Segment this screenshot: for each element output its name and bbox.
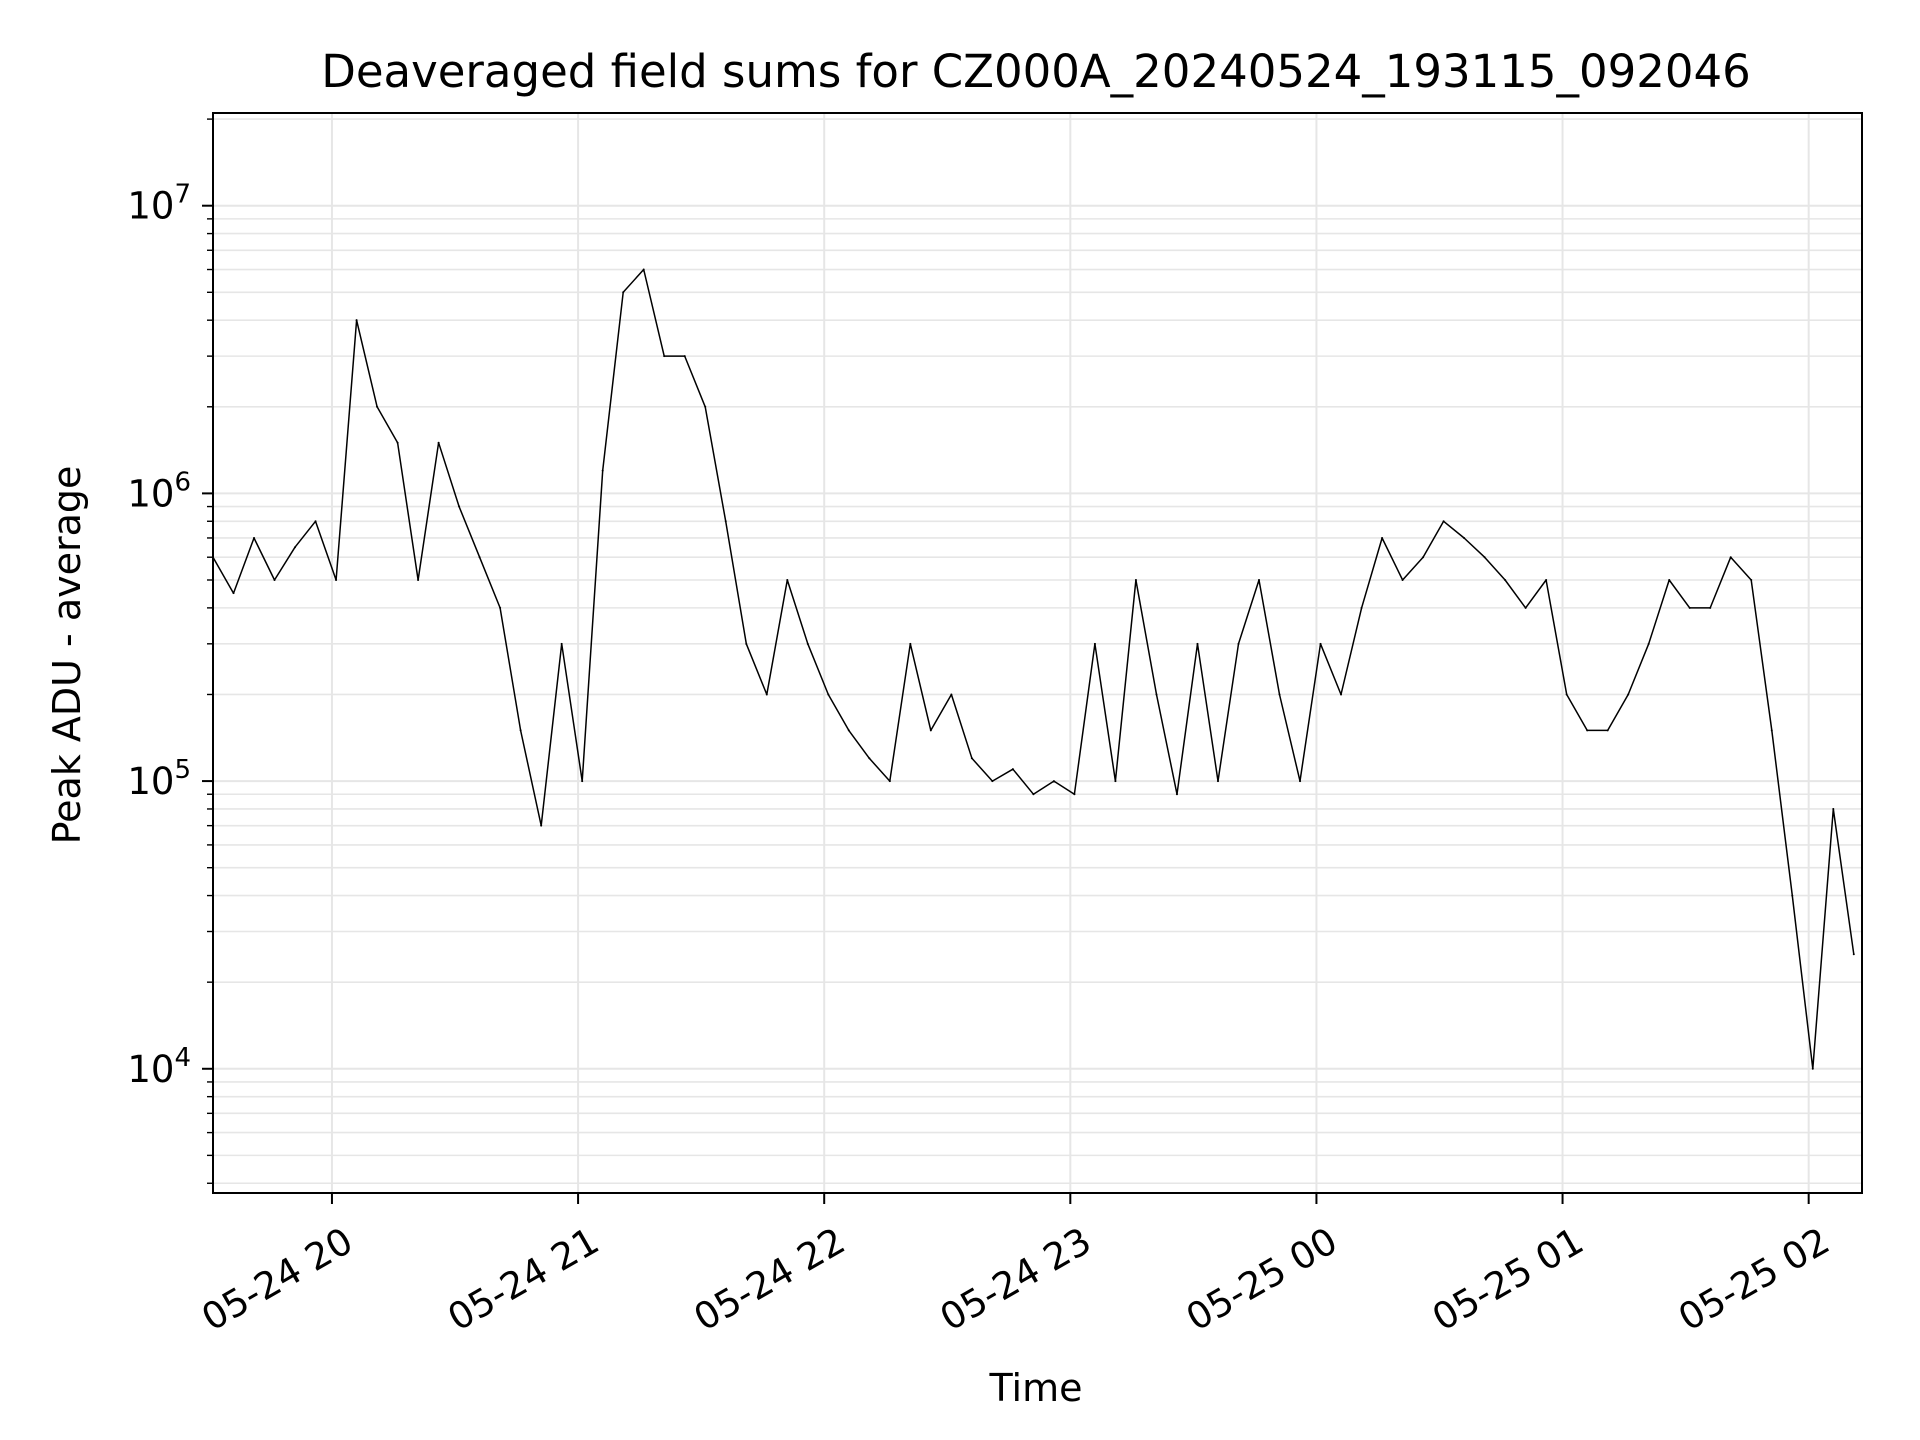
data-point bbox=[1032, 793, 1035, 796]
data-point bbox=[1586, 729, 1589, 732]
data-point bbox=[1729, 556, 1732, 559]
data-point bbox=[1750, 578, 1753, 581]
data-point bbox=[704, 405, 707, 408]
data-point bbox=[991, 780, 994, 783]
data-point bbox=[314, 520, 317, 523]
data-point bbox=[1381, 536, 1384, 539]
data-point bbox=[970, 757, 973, 760]
data-point bbox=[950, 693, 953, 696]
data-point bbox=[1114, 780, 1117, 783]
y-tick-label: 105 bbox=[127, 755, 191, 803]
data-point bbox=[1688, 606, 1691, 609]
data-point bbox=[1216, 780, 1219, 783]
data-point bbox=[253, 536, 256, 539]
data-point bbox=[1524, 606, 1527, 609]
data-point bbox=[581, 780, 584, 783]
data-point bbox=[335, 578, 338, 581]
data-point bbox=[1052, 780, 1055, 783]
data-point bbox=[376, 405, 379, 408]
data-point bbox=[806, 642, 809, 645]
y-tick-label: 104 bbox=[127, 1043, 191, 1091]
data-point bbox=[499, 606, 502, 609]
data-point bbox=[478, 556, 481, 559]
data-point bbox=[294, 546, 297, 549]
data-point bbox=[1278, 693, 1281, 696]
data-point bbox=[622, 291, 625, 294]
data-point bbox=[724, 520, 727, 523]
data-point bbox=[1811, 1067, 1814, 1070]
data-point bbox=[868, 757, 871, 760]
data-point bbox=[1504, 578, 1507, 581]
plot-frame bbox=[212, 112, 1863, 1194]
data-point bbox=[745, 642, 748, 645]
data-point bbox=[1791, 894, 1794, 897]
x-axis-label: Time bbox=[989, 1366, 1083, 1410]
data-point bbox=[560, 642, 563, 645]
data-point bbox=[540, 824, 543, 827]
data-point bbox=[396, 441, 399, 444]
data-point bbox=[1401, 578, 1404, 581]
data-point bbox=[1093, 642, 1096, 645]
data-point bbox=[1175, 793, 1178, 796]
data-point bbox=[1155, 693, 1158, 696]
data-point bbox=[1709, 606, 1712, 609]
data-point bbox=[929, 729, 932, 732]
data-point bbox=[355, 319, 358, 322]
data-point bbox=[1770, 729, 1773, 732]
data-point bbox=[1647, 642, 1650, 645]
data-point bbox=[1011, 768, 1014, 771]
data-point bbox=[232, 592, 235, 595]
data-point bbox=[1442, 520, 1445, 523]
data-point bbox=[1606, 729, 1609, 732]
data-point bbox=[601, 469, 604, 472]
data-point bbox=[663, 355, 666, 358]
data-point bbox=[683, 355, 686, 358]
data-point bbox=[1852, 953, 1855, 956]
y-axis-label: Peak ADU - average bbox=[45, 466, 89, 845]
data-point bbox=[437, 441, 440, 444]
data-point bbox=[827, 693, 830, 696]
data-point bbox=[1196, 642, 1199, 645]
data-point bbox=[458, 505, 461, 508]
data-point bbox=[519, 729, 522, 732]
data-point bbox=[765, 693, 768, 696]
data-point bbox=[1483, 556, 1486, 559]
data-point bbox=[1134, 578, 1137, 581]
data-point bbox=[1360, 606, 1363, 609]
data-point bbox=[642, 268, 645, 271]
data-point bbox=[417, 578, 420, 581]
data-point bbox=[909, 642, 912, 645]
data-point bbox=[1463, 536, 1466, 539]
y-tick-label: 107 bbox=[127, 180, 191, 228]
gridlines bbox=[213, 113, 1862, 1193]
data-point bbox=[1237, 642, 1240, 645]
data-point bbox=[786, 578, 789, 581]
data-point bbox=[1422, 556, 1425, 559]
data-point bbox=[1668, 578, 1671, 581]
data-point bbox=[1565, 693, 1568, 696]
chart-title: Deaveraged field sums for CZ000A_2024052… bbox=[321, 45, 1751, 98]
data-point bbox=[273, 578, 276, 581]
data-point bbox=[1299, 780, 1302, 783]
data-point bbox=[1340, 693, 1343, 696]
data-point bbox=[1073, 793, 1076, 796]
data-point bbox=[888, 780, 891, 783]
data-point bbox=[1545, 578, 1548, 581]
data-layer bbox=[212, 268, 1855, 1070]
data-point bbox=[1627, 693, 1630, 696]
data-point bbox=[1319, 642, 1322, 645]
y-tick-label: 106 bbox=[127, 467, 191, 515]
data-point bbox=[1258, 578, 1261, 581]
data-point bbox=[847, 729, 850, 732]
data-point bbox=[1832, 807, 1835, 810]
